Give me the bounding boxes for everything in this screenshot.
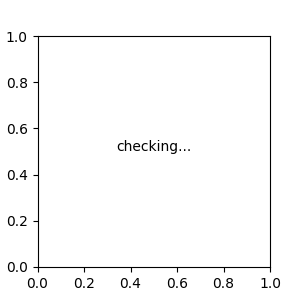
- Text: checking...: checking...: [116, 140, 191, 154]
